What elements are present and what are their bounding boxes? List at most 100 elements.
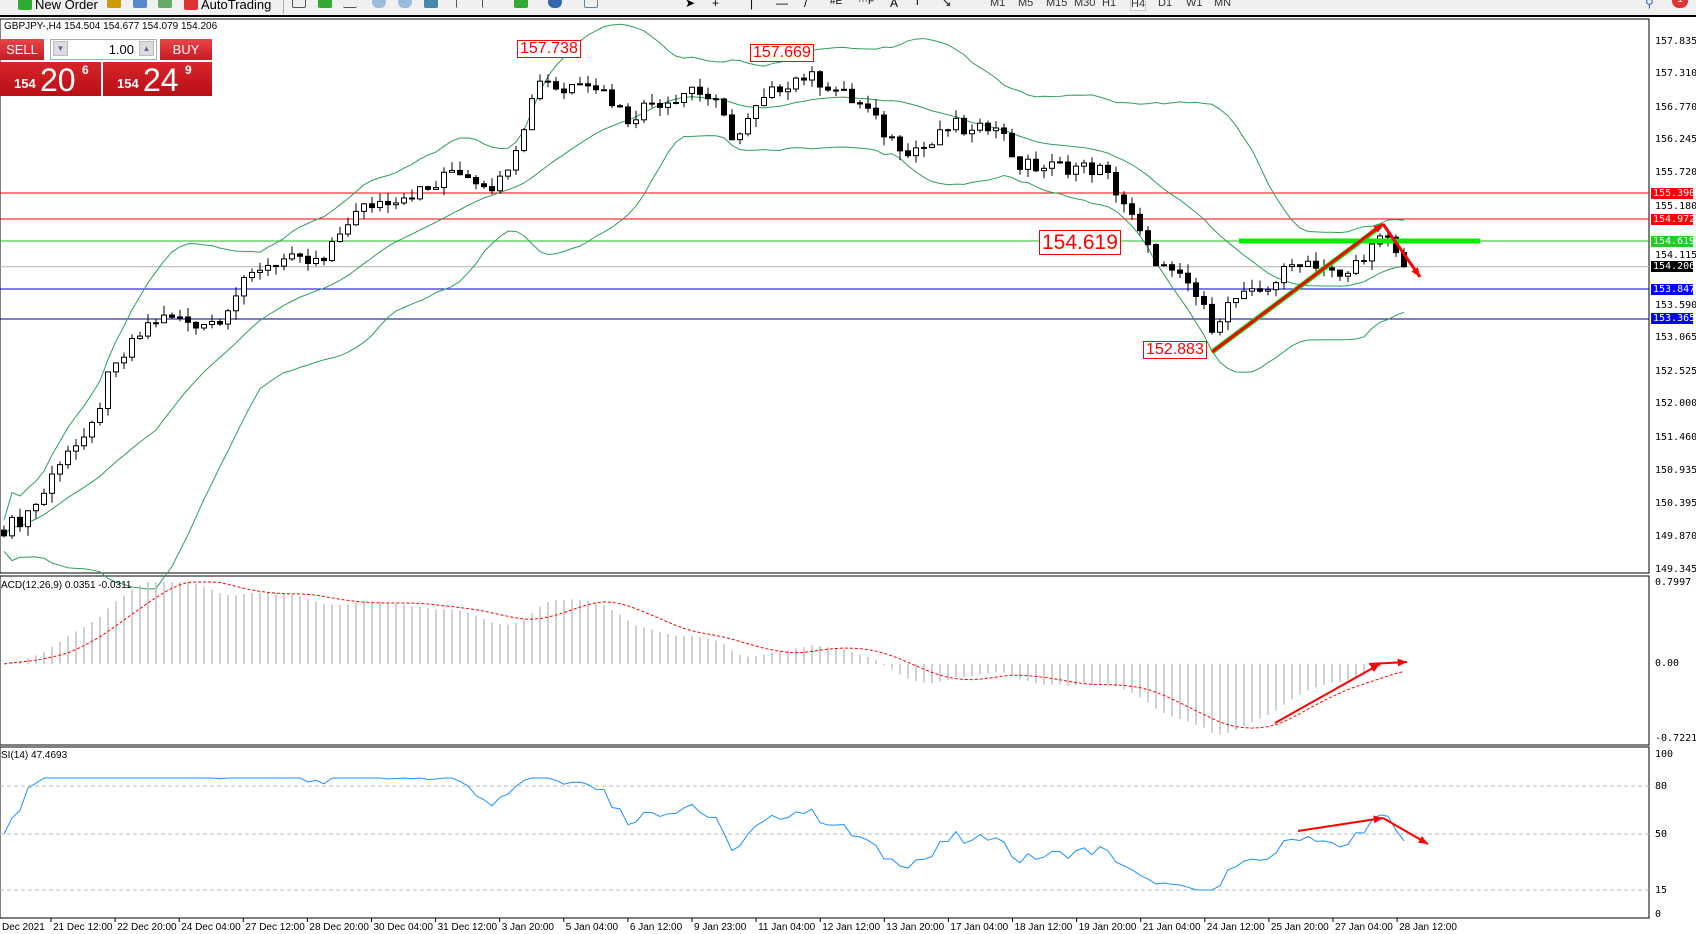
candle-body — [625, 106, 631, 125]
timeframe-h4[interactable]: H4 — [1130, 0, 1147, 11]
candle-body — [169, 314, 175, 318]
equidistant-channel-icon[interactable]: #E — [830, 0, 843, 7]
uptrend-arrow — [1211, 222, 1384, 354]
candle-body — [1201, 296, 1207, 305]
periods-icon[interactable] — [548, 0, 562, 8]
level-annotation[interactable]: 154.619 — [1039, 230, 1121, 255]
timeframe-mn[interactable]: MN — [1214, 0, 1232, 9]
crosshair-icon[interactable]: + — [712, 0, 720, 10]
timeframe-d1[interactable]: D1 — [1158, 0, 1173, 9]
sell-price[interactable]: 154 20 6 — [0, 62, 101, 98]
candle-body — [113, 362, 119, 373]
text-label-icon[interactable]: T — [914, 0, 921, 8]
candle-body — [217, 320, 223, 325]
candle-body — [1297, 264, 1303, 267]
candle-body — [841, 88, 847, 91]
scroll-chart-icon[interactable] — [456, 0, 470, 8]
candle-body — [129, 338, 135, 358]
candle-body — [385, 200, 391, 206]
candle-body — [961, 117, 967, 135]
time-axis-label: 27 Dec 12:00 — [245, 922, 305, 933]
candle-body — [601, 89, 607, 92]
timeframe-h1[interactable]: H1 — [1102, 0, 1117, 9]
candle-body — [1145, 230, 1151, 246]
vertical-line-icon[interactable]: | — [750, 0, 754, 10]
text-icon[interactable]: A — [890, 0, 899, 10]
timeframe-m1[interactable]: M1 — [990, 0, 1006, 9]
volume-up-button[interactable]: ▲ — [139, 41, 154, 56]
candlestick-icon[interactable] — [318, 0, 332, 8]
candle-body — [641, 102, 647, 121]
candle-body — [1241, 290, 1247, 300]
candle-body — [377, 200, 383, 209]
zoom-in-icon[interactable] — [372, 0, 386, 8]
tile-windows-icon[interactable] — [424, 0, 438, 8]
candle-body — [865, 103, 871, 109]
horizontal-line-icon[interactable]: — — [776, 0, 788, 10]
candle-body — [785, 88, 791, 93]
macd-axis-label: 0.00 — [1655, 658, 1680, 670]
candle-body — [105, 371, 111, 410]
candle-body — [177, 316, 183, 319]
candle-body — [545, 80, 551, 83]
timeframe-m5[interactable]: M5 — [1018, 0, 1034, 9]
timeframe-w1[interactable]: W1 — [1186, 0, 1203, 9]
zoom-out-icon[interactable] — [398, 0, 412, 8]
candle-body — [993, 127, 999, 132]
notification-badge[interactable]: 1 — [1672, 0, 1688, 8]
macd-up-arrow-head — [1370, 664, 1380, 672]
candle-body — [577, 83, 583, 86]
candle-body — [265, 264, 271, 271]
candle-body — [649, 102, 655, 105]
trendline-icon[interactable]: / — [804, 0, 808, 10]
timeframe-m30[interactable]: M30 — [1074, 0, 1096, 9]
candle-body — [1281, 265, 1287, 284]
time-axis-label: 6 Jan 12:00 — [629, 922, 683, 933]
candle-body — [697, 86, 703, 95]
signals-icon[interactable] — [158, 0, 172, 8]
candle-body — [497, 175, 503, 192]
low-annotation[interactable]: 152.883 — [1143, 341, 1207, 359]
search-icon[interactable]: ⚲ — [1645, 0, 1654, 10]
bar-chart-icon[interactable] — [292, 0, 306, 8]
candle-body — [761, 97, 767, 107]
volume-input[interactable]: 1.00 — [50, 39, 157, 60]
sell-button[interactable]: SELL — [0, 39, 44, 60]
templates-icon[interactable] — [584, 0, 598, 8]
price-axis-label: 152.525 — [1655, 365, 1696, 377]
line-chart-icon[interactable] — [343, 0, 357, 8]
navigator-icon[interactable] — [107, 0, 121, 8]
candle-body — [1225, 302, 1231, 323]
candle-body — [1249, 288, 1255, 292]
candle-body — [193, 321, 199, 329]
indicators-icon[interactable] — [514, 0, 528, 8]
chart-shift-icon[interactable] — [482, 0, 496, 8]
candle-body — [97, 408, 103, 423]
candle-body — [1273, 282, 1279, 291]
candle-body — [249, 271, 255, 279]
time-axis-label: 18 Jan 12:00 — [1014, 922, 1073, 933]
rsi-up-arrow — [1297, 817, 1384, 832]
candle-body — [257, 269, 263, 273]
arrows-icon[interactable]: ↘ — [942, 0, 952, 9]
terminal-icon[interactable] — [133, 0, 147, 8]
high-annotation-2[interactable]: 157.669 — [750, 44, 814, 62]
time-axis-label: 9 Jan 23:00 — [694, 922, 747, 933]
high-annotation[interactable]: 157.738 — [517, 40, 581, 58]
cursor-icon[interactable]: ➤ — [685, 0, 696, 10]
buy-price[interactable]: 154 24 9 — [103, 62, 212, 98]
buy-button[interactable]: BUY — [160, 39, 212, 60]
new-order-button[interactable]: New Order — [18, 0, 98, 13]
price-axis-label: 149.870 — [1655, 530, 1696, 542]
timeframe-m15[interactable]: M15 — [1046, 0, 1068, 9]
volume-down-button[interactable]: ▼ — [53, 41, 68, 56]
candle-body — [137, 335, 143, 340]
fibonacci-icon[interactable]: ⋯F — [858, 0, 875, 7]
macd-up-arrow — [1274, 663, 1381, 724]
price-axis-label: 155.180 — [1655, 200, 1696, 212]
macd-panel-frame — [0, 575, 1650, 746]
price-axis-label: 150.935 — [1655, 464, 1696, 476]
candle-body — [353, 210, 359, 226]
autotrading-button[interactable]: AutoTrading — [184, 0, 271, 13]
